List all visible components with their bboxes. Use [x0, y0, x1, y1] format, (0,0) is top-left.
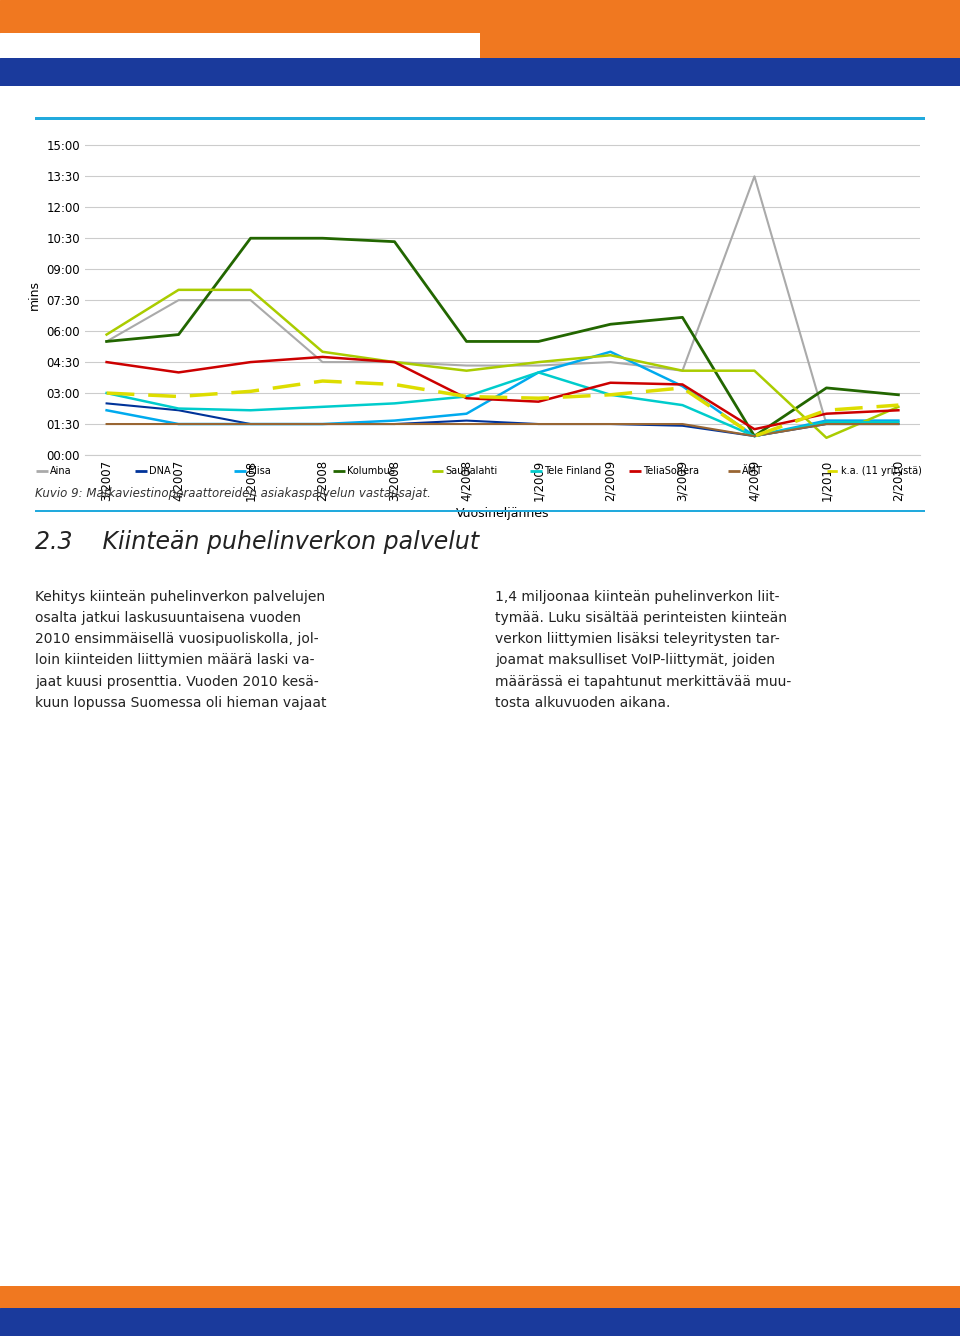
Text: Aina: Aina	[50, 466, 71, 476]
Text: 12: 12	[35, 1295, 51, 1308]
Text: Tele Finland: Tele Finland	[544, 466, 601, 476]
Text: Kolumbus: Kolumbus	[347, 466, 395, 476]
Text: ÄMT: ÄMT	[742, 466, 763, 476]
Text: DNA: DNA	[149, 466, 170, 476]
Text: Kehitys kiinteän puhelinverkon palvelujen
osalta jatkui laskusuuntaisena vuoden
: Kehitys kiinteän puhelinverkon palveluje…	[35, 591, 326, 709]
X-axis label: Vuosineljännes: Vuosineljännes	[456, 506, 549, 520]
Text: Kuvio 9: Matkaviestinoperaattoreiden asiakaspalvelun vastausajat.: Kuvio 9: Matkaviestinoperaattoreiden asi…	[35, 486, 431, 500]
Y-axis label: mins: mins	[28, 281, 41, 310]
Text: 2.3    Kiinteän puhelinverkon palvelut: 2.3 Kiinteän puhelinverkon palvelut	[35, 530, 479, 554]
Text: k.a. (11 yritystä): k.a. (11 yritystä)	[841, 466, 922, 476]
Text: Saunalahti: Saunalahti	[445, 466, 497, 476]
Text: TeliaSonera: TeliaSonera	[643, 466, 699, 476]
Text: Elisa: Elisa	[248, 466, 271, 476]
Text: 1,4 miljoonaa kiinteän puhelinverkon liit-
tymää. Luku sisältää perinteisten kii: 1,4 miljoonaa kiinteän puhelinverkon lii…	[495, 591, 791, 709]
